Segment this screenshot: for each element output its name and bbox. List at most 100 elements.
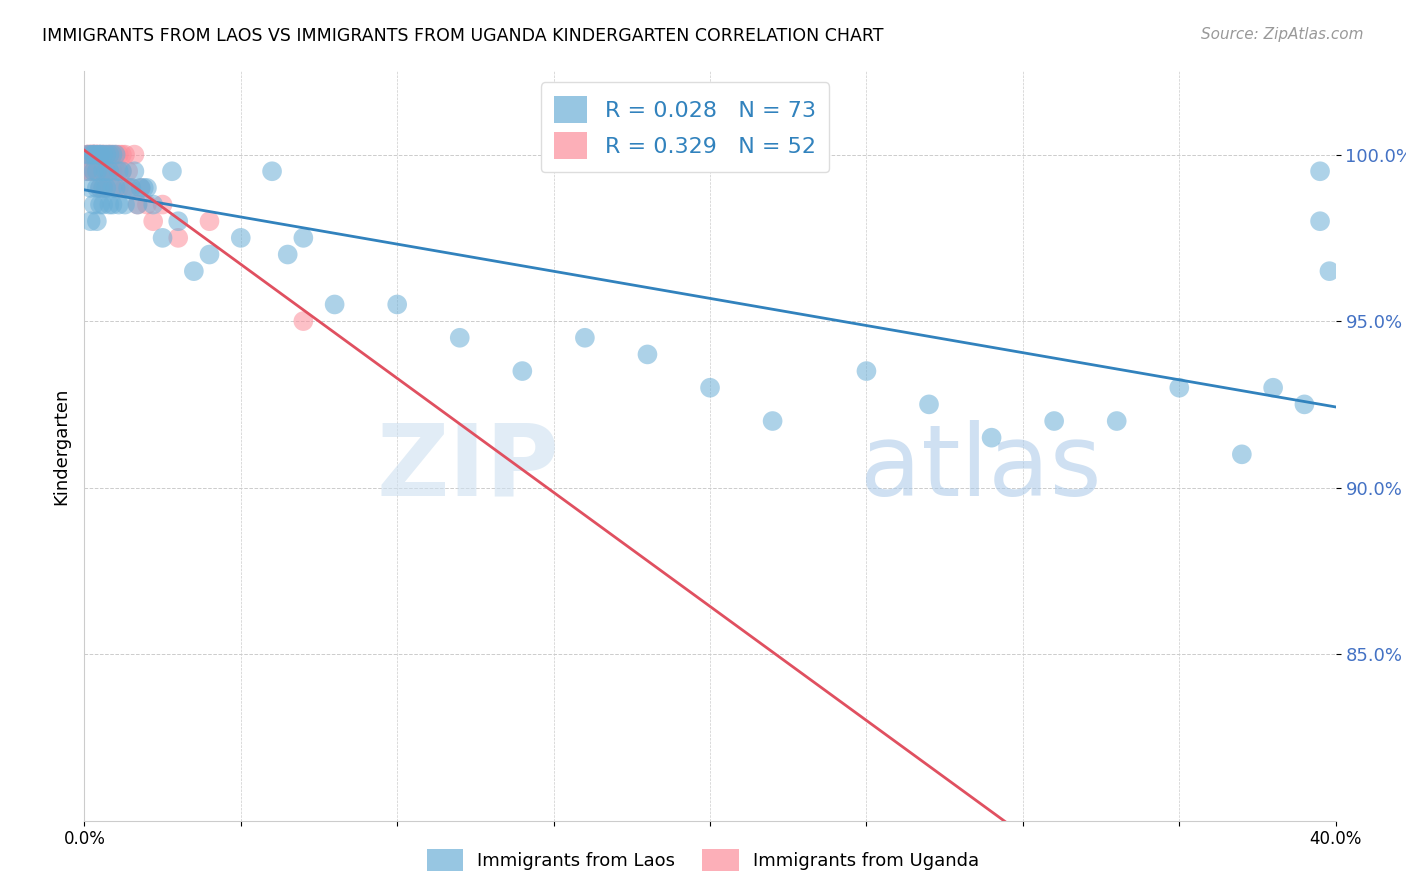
Point bbox=[91, 147, 114, 161]
Point bbox=[127, 197, 149, 211]
Point bbox=[114, 181, 136, 195]
Point bbox=[86, 164, 108, 178]
Point bbox=[86, 164, 108, 178]
Point bbox=[1309, 214, 1331, 228]
Point bbox=[114, 197, 136, 211]
Point bbox=[107, 147, 129, 161]
Point bbox=[91, 147, 114, 161]
Text: ZIP: ZIP bbox=[377, 420, 560, 517]
Point bbox=[83, 147, 105, 161]
Point bbox=[83, 147, 105, 161]
Point bbox=[1230, 447, 1253, 461]
Point bbox=[98, 147, 121, 161]
Point bbox=[98, 197, 121, 211]
Point bbox=[101, 181, 124, 195]
Point bbox=[83, 164, 105, 178]
Point bbox=[1043, 414, 1066, 428]
Point bbox=[762, 414, 785, 428]
Point bbox=[198, 247, 221, 261]
Point bbox=[98, 164, 121, 178]
Legend: R = 0.028   N = 73, R = 0.329   N = 52: R = 0.028 N = 73, R = 0.329 N = 52 bbox=[541, 82, 830, 172]
Point bbox=[86, 147, 108, 161]
Point bbox=[104, 181, 127, 195]
Point bbox=[89, 197, 111, 211]
Point bbox=[101, 147, 124, 161]
Point bbox=[89, 147, 111, 161]
Point bbox=[96, 181, 118, 195]
Point bbox=[83, 164, 105, 178]
Point bbox=[89, 147, 111, 161]
Point bbox=[91, 147, 114, 161]
Point bbox=[107, 164, 129, 178]
Text: IMMIGRANTS FROM LAOS VS IMMIGRANTS FROM UGANDA KINDERGARTEN CORRELATION CHART: IMMIGRANTS FROM LAOS VS IMMIGRANTS FROM … bbox=[42, 27, 884, 45]
Point bbox=[96, 164, 118, 178]
Point bbox=[117, 164, 139, 178]
Point bbox=[89, 147, 111, 161]
Point bbox=[83, 147, 105, 161]
Point bbox=[91, 197, 114, 211]
Point bbox=[79, 164, 101, 178]
Point bbox=[142, 197, 165, 211]
Point bbox=[79, 147, 101, 161]
Point bbox=[89, 147, 111, 161]
Point bbox=[107, 181, 129, 195]
Point bbox=[83, 147, 105, 161]
Point bbox=[96, 147, 118, 161]
Point bbox=[111, 164, 134, 178]
Point bbox=[1263, 381, 1285, 395]
Point bbox=[129, 181, 152, 195]
Point bbox=[101, 197, 124, 211]
Point bbox=[120, 181, 142, 195]
Point bbox=[89, 181, 111, 195]
Point bbox=[96, 147, 118, 161]
Point bbox=[229, 231, 252, 245]
Point bbox=[111, 147, 134, 161]
Point bbox=[1319, 264, 1341, 278]
Point bbox=[132, 181, 155, 195]
Point bbox=[292, 314, 315, 328]
Point bbox=[86, 181, 108, 195]
Point bbox=[79, 214, 101, 228]
Point bbox=[96, 181, 118, 195]
Point bbox=[385, 297, 409, 311]
Point bbox=[323, 297, 346, 311]
Point bbox=[124, 147, 146, 161]
Point bbox=[918, 397, 941, 411]
Point bbox=[1105, 414, 1128, 428]
Point bbox=[79, 147, 101, 161]
Legend: Immigrants from Laos, Immigrants from Uganda: Immigrants from Laos, Immigrants from Ug… bbox=[419, 842, 987, 879]
Point bbox=[1309, 164, 1331, 178]
Point bbox=[91, 181, 114, 195]
Point bbox=[111, 164, 134, 178]
Point bbox=[980, 431, 1002, 445]
Point bbox=[83, 197, 105, 211]
Point bbox=[76, 147, 98, 161]
Point bbox=[136, 181, 159, 195]
Point bbox=[152, 197, 174, 211]
Point bbox=[89, 164, 111, 178]
Point bbox=[86, 147, 108, 161]
Point bbox=[76, 164, 98, 178]
Point bbox=[277, 247, 299, 261]
Point bbox=[79, 147, 101, 161]
Point bbox=[183, 264, 205, 278]
Point bbox=[101, 147, 124, 161]
Point bbox=[98, 147, 121, 161]
Point bbox=[262, 164, 284, 178]
Point bbox=[292, 231, 315, 245]
Text: atlas: atlas bbox=[860, 420, 1102, 517]
Point bbox=[129, 181, 152, 195]
Point bbox=[167, 214, 190, 228]
Point bbox=[198, 214, 221, 228]
Point bbox=[637, 347, 659, 361]
Point bbox=[114, 147, 136, 161]
Point bbox=[127, 197, 149, 211]
Point bbox=[120, 181, 142, 195]
Point bbox=[142, 214, 165, 228]
Point bbox=[86, 214, 108, 228]
Point bbox=[91, 181, 114, 195]
Point bbox=[152, 231, 174, 245]
Point bbox=[1168, 381, 1191, 395]
Point bbox=[160, 164, 183, 178]
Point bbox=[136, 197, 159, 211]
